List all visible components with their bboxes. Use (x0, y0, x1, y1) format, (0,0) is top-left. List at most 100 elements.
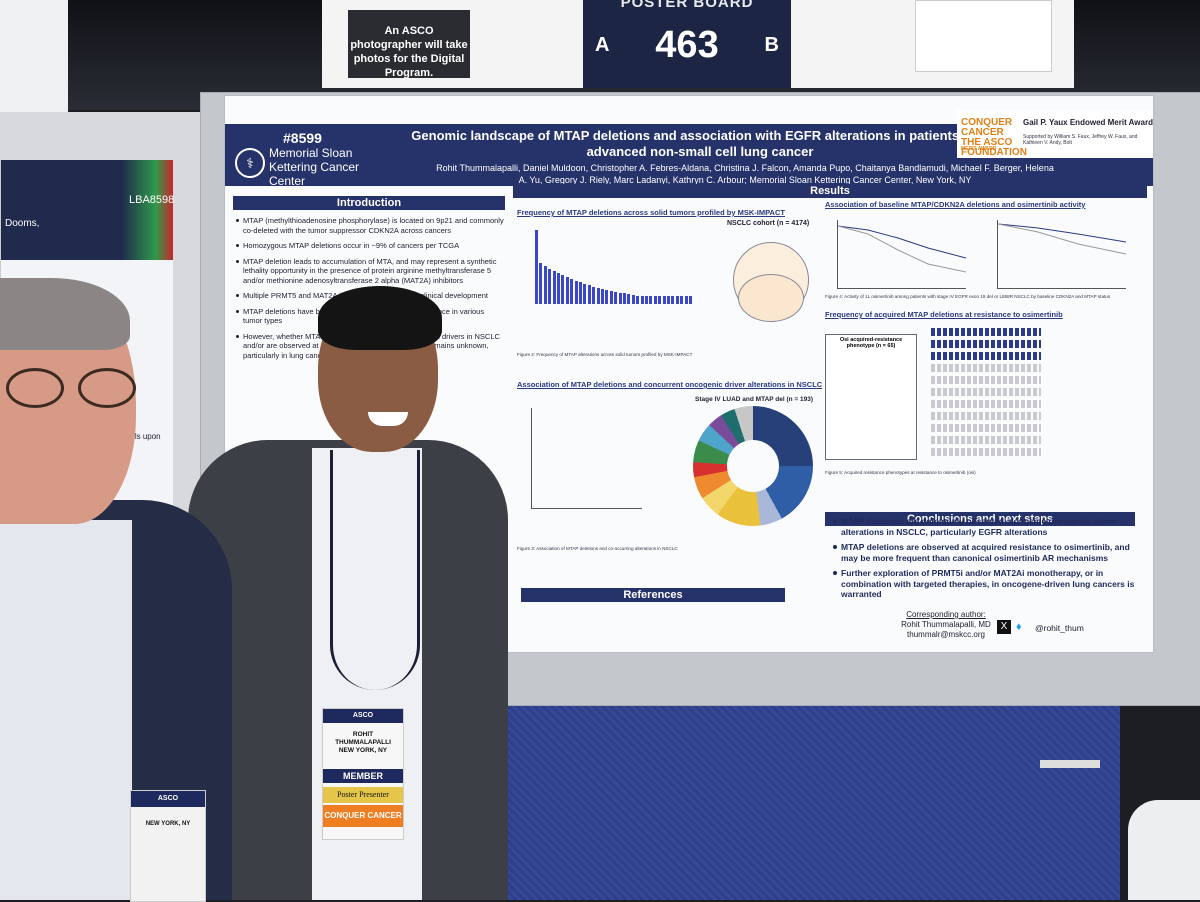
figure-4-caption: Figure 4: Activity of 1L osimertinib amo… (825, 294, 1111, 299)
frequency-bar (623, 293, 626, 304)
frequency-bar (645, 296, 648, 304)
presenter-badge-fullname: ROHIT THUMMALAPALLI (335, 731, 391, 746)
km-curve-a (837, 225, 967, 273)
oncoprint-row (931, 412, 1041, 420)
frequency-bar (636, 295, 640, 304)
nsclc-cohort-label: NSCLC cohort (n = 4174) (727, 220, 810, 227)
frequency-bar (579, 282, 582, 304)
oncoprint-row (931, 388, 1041, 396)
intro-bullet: MTAP deletion leads to accumulation of M… (236, 257, 505, 286)
frequency-bar (609, 290, 613, 304)
oncoprint-row (931, 424, 1041, 432)
conclusion-bullet: MTAP deletions are commonly observed alo… (833, 516, 1141, 537)
institution-name: Memorial Sloan Kettering Cancer Center (269, 146, 360, 188)
oncoprint (931, 328, 1041, 466)
references-header: References (521, 588, 785, 602)
board-side-b: B (764, 34, 779, 56)
frequency-bar (649, 296, 653, 304)
oncoprint-row (931, 436, 1041, 444)
white-chair (1128, 800, 1200, 900)
carpet-floor (480, 690, 1120, 900)
frequency-bar (570, 279, 574, 304)
attendee-badge-org: ASCO (131, 791, 205, 807)
intro-bullet: MTAP (methylthioadenosine phosphorylase)… (236, 216, 504, 235)
glasses-lens-left (6, 368, 64, 408)
award-sponsors: Supported by William S. Faux, Jeffrey W.… (1023, 134, 1138, 146)
conclusions-header: Conclusions and next steps (825, 512, 1135, 526)
frequency-bar (539, 263, 543, 304)
frequency-bar (565, 277, 569, 304)
conclusion-bullet: Further exploration of PRMT5i and/or MAT… (833, 568, 1141, 600)
km-curve-b (997, 223, 1127, 255)
oncoprint-row (931, 340, 1041, 348)
frequency-bar (658, 296, 662, 304)
twitter-bird-icon: ♦ (1016, 621, 1022, 633)
photo-notice-sign: An ASCO photographer will take photos fo… (348, 10, 470, 79)
poster-board-sign: POSTER BOARD 463 A B (583, 0, 791, 88)
corresponding-name: Rohit Thummalapalli, MD (901, 620, 991, 629)
results-header: Results (513, 184, 1147, 198)
frequency-bar (601, 288, 604, 304)
presenter-badge-ribbon: Poster Presenter (323, 787, 403, 803)
oncoprint-row (931, 376, 1041, 384)
frequency-bar (680, 296, 684, 304)
presenter-badge-conquer: CONQUER CANCER (323, 805, 403, 827)
attendee-shirt (0, 520, 132, 900)
conclusions-list: MTAP deletions are commonly observed alo… (831, 516, 1141, 605)
presenter-badge-name: ROHIT THUMMALAPALLI NEW YORK, NY (325, 731, 401, 755)
kaplan-meier-plot-a (837, 220, 967, 289)
figure-5-caption: Figure 5: Acquired resistance phenotypes… (825, 470, 976, 475)
social-handle: @rohit_thum (1035, 623, 1084, 633)
intro-bullet: Homozygous MTAP deletions occur in ~9% o… (236, 241, 505, 251)
frequency-bar (587, 285, 591, 304)
glasses-lens-right (78, 368, 136, 408)
frequency-bar (561, 275, 565, 304)
side-document (915, 0, 1052, 72)
presenter-badge: ASCO ROHIT THUMMALAPALLI NEW YORK, NY ME… (322, 708, 404, 840)
presenter-badge-member: MEMBER (323, 769, 403, 783)
frequency-bar (618, 292, 622, 304)
presenter-hair (318, 286, 442, 350)
frequency-bar (684, 296, 688, 304)
stool (1040, 760, 1100, 768)
oncoprint-row (931, 328, 1041, 336)
figure-2-caption: Figure 2: Frequency of MTAP alterations … (517, 352, 693, 357)
presenter-lanyard (330, 450, 420, 690)
frequency-bar (689, 296, 692, 304)
stage4-label: Stage IV LUAD and MTAP del (n = 193) (695, 396, 814, 403)
resistance-table-header: Osi acquired-resistance phenotype (n = 6… (839, 337, 903, 349)
frequency-bar (662, 296, 666, 304)
poster-title: Genomic landscape of MTAP deletions and … (411, 128, 989, 159)
frequency-bar (614, 291, 618, 304)
figure-association-title: Association of MTAP deletions and concur… (517, 380, 823, 389)
corresponding-label: Corresponding author: (906, 610, 986, 619)
attendee-glasses (2, 368, 138, 412)
attendee-badge: ASCO NEW YORK, NY (130, 790, 206, 902)
presenter-smile (368, 412, 408, 426)
award-box: CONQUER CANCER THE ASCO FOUNDATION Gail … (957, 110, 1153, 158)
oncoprint-row (931, 364, 1041, 372)
award-name: Gail P. Yaux Endowed Merit Award (1023, 118, 1153, 127)
adjacent-poster-header (1, 160, 173, 260)
frequency-bar (552, 270, 556, 304)
frequency-bar (583, 283, 587, 304)
frequency-bar (557, 273, 560, 304)
frequency-bar (543, 265, 547, 304)
frequency-bar (574, 280, 578, 304)
figure-km-title: Association of baseline MTAP/CDKN2A dele… (825, 200, 1086, 209)
x-logo-icon: X (997, 620, 1011, 634)
frequency-bar (596, 287, 600, 304)
frequency-bar (548, 268, 552, 304)
presenter-badge-city: NEW YORK, NY (338, 747, 388, 754)
figure-3-caption: Figure 3: Association of MTAP deletions … (517, 546, 678, 551)
poster-board-label: POSTER BOARD (620, 0, 754, 11)
figure-frequency-title: Frequency of MTAP deletions across solid… (517, 208, 785, 217)
frequency-bar (653, 296, 657, 304)
board-side-a: A (595, 34, 610, 56)
frequency-bar (675, 296, 679, 304)
frequency-bar (605, 289, 609, 304)
frequency-bar (535, 230, 538, 304)
frequency-bar (631, 294, 635, 304)
volcano-plot (531, 408, 642, 509)
donut-center (727, 440, 779, 492)
